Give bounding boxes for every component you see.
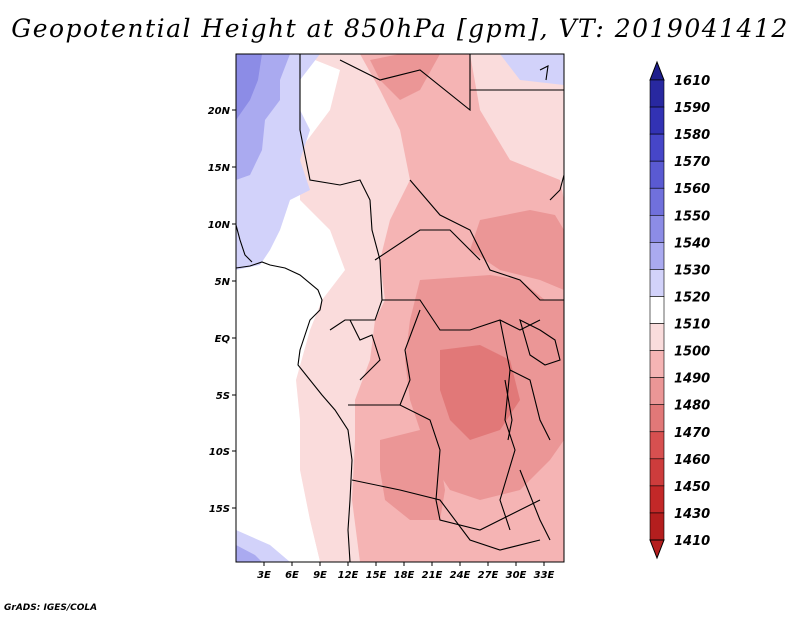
colorbar-label: 1430 — [674, 507, 710, 522]
border-9 — [499, 319, 516, 531]
colorbar-bottom-arrow — [649, 539, 665, 560]
lon-label: 6E — [285, 570, 299, 581]
lon-label: 24E — [450, 570, 471, 581]
lat-label: 5N — [215, 277, 231, 288]
border-6 — [349, 319, 381, 381]
lat-labels: 20N 15N 10N 5N EQ 5S 10S 15S — [208, 106, 231, 515]
colorbar-label: 1540 — [674, 236, 710, 251]
colorbar-swatch — [649, 377, 665, 406]
colorbar-swatch — [649, 485, 665, 514]
colorbar-swatch — [649, 133, 665, 162]
colorbar-swatch — [649, 269, 665, 297]
colorbar-swatch — [649, 160, 665, 189]
lon-label: 9E — [313, 570, 327, 581]
colorbar-label: 1470 — [674, 426, 710, 441]
colorbar: 1610 1590 1580 1570 1560 1550 1540 1530 1520 1510… — [649, 60, 710, 560]
colorbar-label: 1560 — [674, 182, 710, 197]
colorbar-label: 1570 — [674, 155, 710, 170]
lon-label: 12E — [338, 570, 359, 581]
border-8 — [399, 309, 421, 406]
colorbar-swatch — [649, 431, 665, 460]
colorbar-label: 1410 — [674, 534, 710, 549]
footer-credit: GrADS: IGES/COLA — [4, 603, 98, 613]
lake-malawi — [519, 469, 551, 541]
colorbar-swatch — [649, 323, 665, 351]
lat-label: 5S — [216, 391, 230, 402]
tick-marks — [232, 109, 545, 566]
band-1480-ne — [470, 210, 564, 290]
border-7 — [348, 404, 541, 531]
colorbar-label: 1520 — [674, 290, 710, 305]
lon-label: 21E — [422, 570, 443, 581]
colorbar-label: 1500 — [674, 345, 710, 360]
colorbar-swatch — [649, 187, 665, 216]
band-1540 — [236, 54, 262, 120]
border-4 — [374, 229, 481, 261]
lat-label: EQ — [215, 334, 231, 345]
colorbar-label: 1510 — [674, 318, 710, 333]
lat-label: 15N — [208, 163, 231, 174]
colorbar-swatch — [649, 458, 665, 487]
band-1470 — [440, 345, 520, 440]
colorbar-swatch — [649, 296, 665, 324]
colorbar-label: 1530 — [674, 263, 710, 278]
border-3 — [409, 179, 564, 301]
height-field — [236, 54, 564, 562]
colorbar-swatch — [649, 404, 665, 433]
lon-label: 30E — [506, 570, 527, 581]
band-1520-ne — [500, 54, 564, 85]
border-12 — [549, 174, 564, 201]
lake-tanganyika — [504, 379, 513, 441]
coastlines — [236, 54, 564, 562]
colorbar-swatch — [649, 79, 665, 108]
sinai — [539, 65, 549, 81]
lon-label: 3E — [257, 570, 271, 581]
colorbar-swatch — [649, 350, 665, 378]
map-frame — [235, 53, 565, 563]
lon-label: 18E — [394, 570, 415, 581]
ocean-white — [236, 265, 320, 562]
colorbar-swatch — [649, 106, 665, 135]
colorbar-swatch — [649, 512, 665, 541]
colorbar-top-arrow — [649, 60, 665, 81]
lon-labels: 3E 6E 9E 12E 15E 18E 21E 24E 27E 30E 33E — [257, 570, 554, 581]
lat-label: 10S — [209, 447, 230, 458]
colorbar-label: 1460 — [674, 453, 710, 468]
lat-label: 15S — [209, 504, 230, 515]
band-1530-sw-top — [236, 545, 262, 562]
colorbar-label: 1550 — [674, 209, 710, 224]
border-10 — [509, 369, 551, 441]
colorbar-label: 1590 — [674, 101, 710, 116]
lat-label: 20N — [208, 106, 231, 117]
chart-title: Geopotential Height at 850hPa [gpm], VT:… — [11, 14, 789, 43]
lon-label: 27E — [478, 570, 499, 581]
colorbar-swatch — [649, 242, 665, 270]
lon-label: 15E — [366, 570, 387, 581]
colorbar-label: 1490 — [674, 372, 710, 387]
lake-victoria — [519, 318, 561, 366]
west-coast — [236, 261, 353, 562]
lon-label: 33E — [534, 570, 555, 581]
border-1 — [299, 54, 383, 331]
west-coast-n — [236, 224, 253, 263]
border-2 — [339, 54, 471, 112]
colorbar-label: 1450 — [674, 480, 710, 495]
border-11 — [351, 479, 541, 551]
colorbar-swatch — [649, 214, 665, 243]
border-5 — [382, 299, 541, 331]
lat-label: 10N — [208, 220, 231, 231]
colorbar-label: 1480 — [674, 399, 710, 414]
colorbar-label: 1580 — [674, 128, 710, 143]
band-1480-n — [370, 54, 440, 100]
colorbar-label: 1610 — [674, 74, 710, 89]
